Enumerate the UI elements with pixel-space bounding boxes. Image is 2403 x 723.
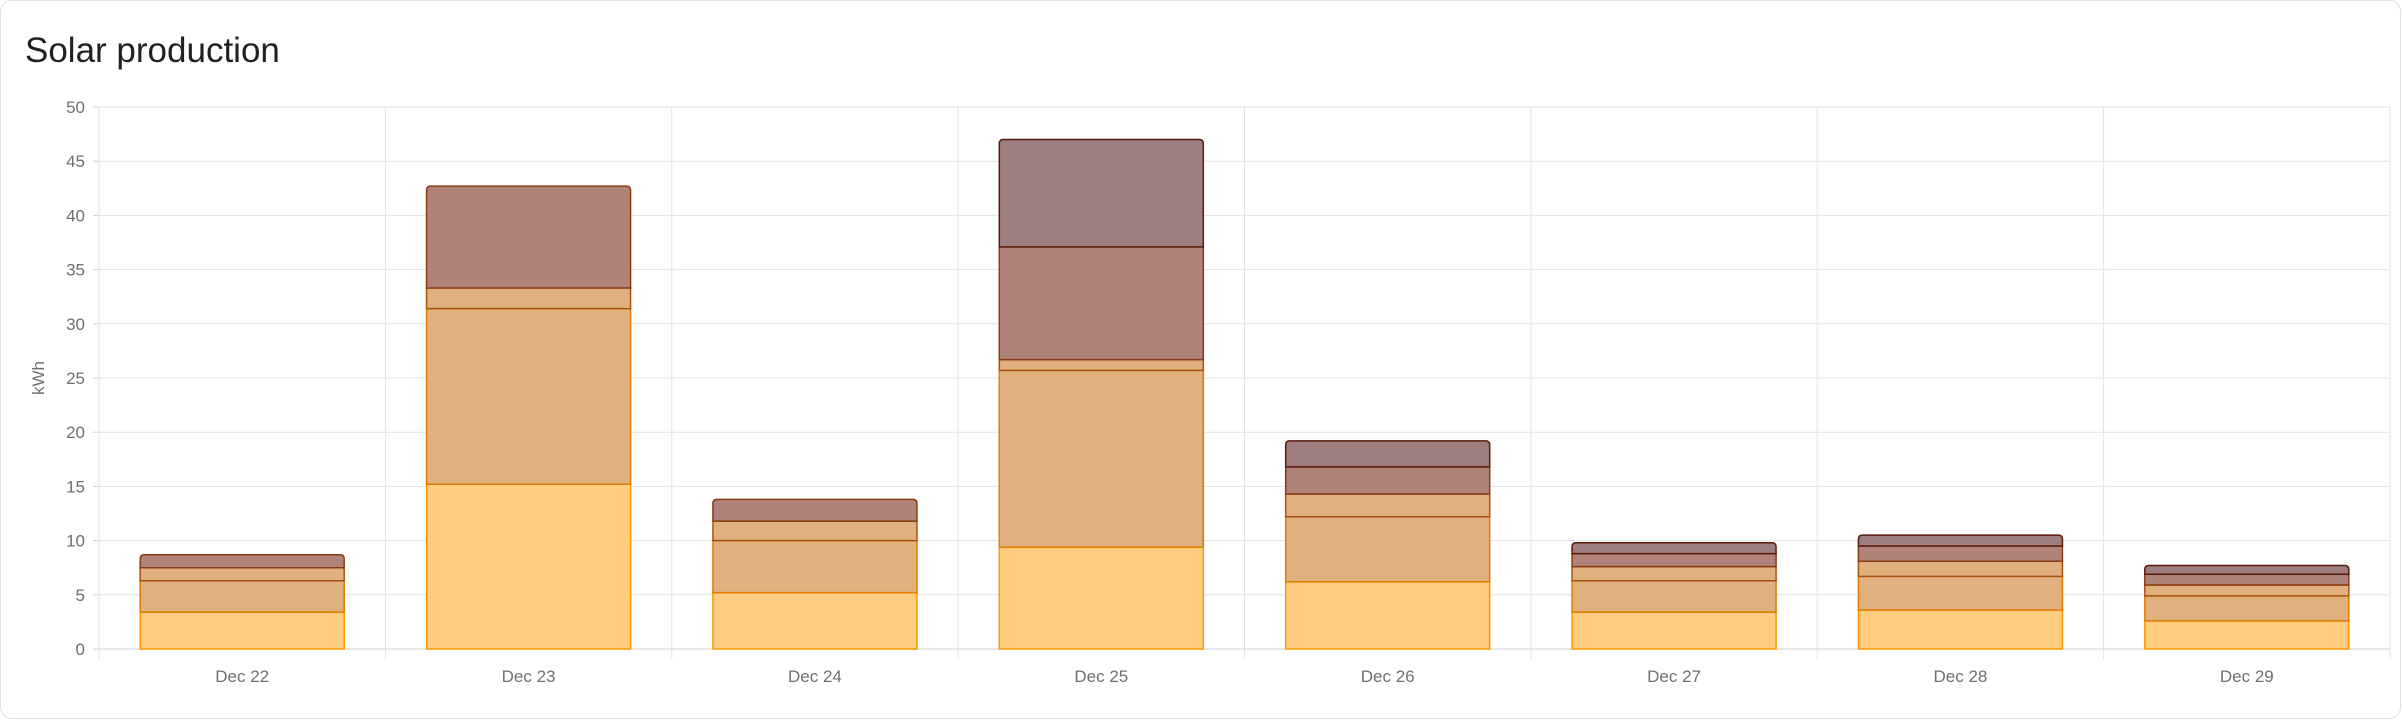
- x-tick-label: Dec 28: [1934, 667, 1988, 686]
- x-tick-label: Dec 25: [1074, 667, 1128, 686]
- bar-segment[interactable]: [1857, 609, 2064, 650]
- y-tick-label: 50: [66, 98, 85, 117]
- bar-segment[interactable]: [998, 546, 1205, 650]
- bar-segment[interactable]: [1857, 534, 2064, 547]
- y-tick-label: 45: [66, 152, 85, 171]
- bar-segment[interactable]: [1284, 516, 1491, 583]
- bar-segment[interactable]: [712, 591, 918, 650]
- bar-segment[interactable]: [139, 579, 345, 613]
- bar-segment[interactable]: [1284, 440, 1491, 468]
- bar-segment[interactable]: [139, 611, 345, 650]
- x-tick-label: Dec 29: [2220, 667, 2274, 686]
- y-axis-ticks: 0 5 10 15 20 25 30 35 40 45 50: [66, 98, 85, 659]
- bar-segment[interactable]: [2144, 620, 2350, 650]
- bar-segment[interactable]: [2144, 564, 2350, 575]
- bar-segment[interactable]: [998, 246, 1205, 361]
- bar-segment[interactable]: [2144, 595, 2350, 622]
- y-tick-label: 40: [66, 206, 85, 225]
- y-tick-label: 10: [66, 532, 85, 551]
- bar-segment[interactable]: [139, 566, 345, 582]
- y-tick-label: 25: [66, 369, 85, 388]
- bar-segment[interactable]: [712, 498, 918, 522]
- bar-segment[interactable]: [1284, 581, 1491, 650]
- x-tick-label: Dec 23: [502, 667, 556, 686]
- bar-segment[interactable]: [425, 185, 632, 289]
- y-tick-label: 20: [66, 423, 85, 442]
- bar-segment[interactable]: [2144, 573, 2350, 586]
- bar-segment[interactable]: [1571, 542, 1777, 555]
- bar-segment[interactable]: [998, 369, 1205, 548]
- y-tick-label: 35: [66, 261, 85, 280]
- y-tick-label: 5: [76, 586, 85, 605]
- bar-segment[interactable]: [425, 483, 632, 650]
- x-tick-label: Dec 26: [1361, 667, 1415, 686]
- x-axis-ticks: Dec 22 Dec 23 Dec 24 Dec 25 Dec 26 Dec 27 Dec …: [215, 667, 2274, 686]
- y-tick-label: 30: [66, 315, 85, 334]
- bar-segment[interactable]: [1284, 466, 1491, 495]
- bar-segment[interactable]: [1571, 611, 1777, 650]
- y-tick-label: 15: [66, 477, 85, 496]
- bar-segment[interactable]: [712, 520, 918, 542]
- x-tick-label: Dec 22: [215, 667, 269, 686]
- bar-segment[interactable]: [1284, 493, 1491, 518]
- y-axis-label: kWh: [29, 361, 48, 395]
- bar-segment[interactable]: [998, 358, 1205, 372]
- bar-segment[interactable]: [712, 539, 918, 594]
- y-tick-label: 0: [76, 640, 85, 659]
- bar-segment[interactable]: [1857, 545, 2064, 562]
- x-tick-label: Dec 24: [788, 667, 842, 686]
- bar-segment[interactable]: [1571, 565, 1777, 582]
- bar-segment[interactable]: [2144, 584, 2350, 597]
- bar-segment[interactable]: [425, 287, 632, 310]
- x-tick-label: Dec 27: [1647, 667, 1701, 686]
- card-title: Solar production: [25, 31, 280, 70]
- bar-segment[interactable]: [1857, 560, 2064, 578]
- bar-segment[interactable]: [998, 138, 1205, 248]
- bar-segment[interactable]: [1857, 575, 2064, 611]
- chart-bars: [139, 138, 2350, 650]
- bar-segment[interactable]: [1571, 579, 1777, 613]
- bar-segment[interactable]: [1571, 552, 1777, 568]
- bar-segment[interactable]: [425, 307, 632, 485]
- bar-segment[interactable]: [139, 553, 345, 569]
